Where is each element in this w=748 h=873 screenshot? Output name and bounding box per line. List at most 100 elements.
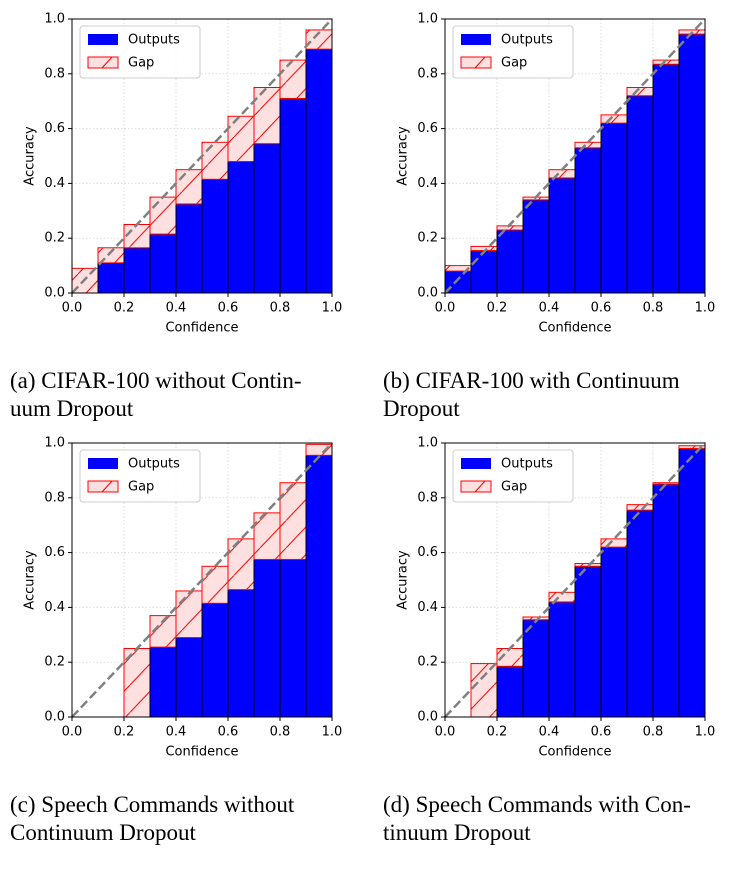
output-bar	[522, 619, 550, 718]
gap-hatch	[124, 648, 150, 717]
output-bar	[678, 447, 706, 718]
x-tick-label: 0.0	[435, 301, 456, 316]
y-axis-label: Accuracy	[23, 126, 38, 186]
y-axis-label: Accuracy	[396, 126, 411, 186]
y-tick-label: 0.6	[44, 121, 65, 136]
x-tick-label: 0.8	[270, 301, 291, 316]
gap-hatch	[306, 444, 332, 456]
gap-hatch	[549, 169, 575, 178]
legend-swatch	[88, 458, 118, 469]
x-tick-label: 0.2	[114, 301, 135, 316]
output-bar	[522, 199, 550, 294]
x-tick-label: 0.8	[643, 301, 664, 316]
gap-hatch	[176, 169, 202, 204]
output-bar	[678, 33, 706, 294]
caption: (b) CIFAR-100 with Continuum	[383, 368, 680, 393]
output-bar	[548, 601, 576, 718]
output-bar	[600, 122, 628, 294]
x-tick-label: 0.6	[591, 301, 612, 316]
legend-label: Outputs	[128, 457, 180, 472]
x-tick-label: 1.0	[322, 725, 343, 740]
axes-frame	[71, 18, 333, 294]
y-tick-label: 0.2	[44, 655, 65, 670]
caption: tinuum Dropout	[383, 820, 531, 845]
gap-hatch	[202, 142, 228, 180]
output-bar	[652, 63, 680, 294]
output-bar	[305, 48, 333, 294]
legend-swatch	[87, 480, 119, 493]
y-tick-label: 0.8	[44, 66, 65, 81]
y-tick-label: 0.0	[417, 710, 438, 725]
caption: uum Dropout	[10, 396, 134, 421]
x-tick-label: 0.6	[218, 301, 239, 316]
gap-hatch	[254, 512, 280, 560]
x-tick-label: 0.2	[487, 301, 508, 316]
gap-hatch	[653, 482, 679, 485]
gap-hatch	[549, 592, 575, 602]
perfect-calibration	[71, 442, 333, 718]
y-tick-label: 0.4	[417, 600, 438, 615]
y-tick-label: 0.4	[417, 176, 438, 191]
gap-hatch	[601, 538, 627, 548]
x-tick-label: 0.2	[114, 725, 135, 740]
output-bar	[470, 250, 498, 294]
output-bar	[574, 565, 602, 718]
y-tick-label: 0.8	[417, 66, 438, 81]
legend-swatch	[87, 56, 119, 69]
gap-hatch	[228, 116, 254, 162]
x-tick-label: 0.4	[166, 301, 187, 316]
y-axis-label: Accuracy	[23, 550, 38, 610]
perfect-calibration	[71, 18, 333, 294]
output-bar	[574, 147, 602, 294]
gap-hatch	[228, 538, 254, 590]
legend-label: Outputs	[501, 457, 553, 472]
legend-hatch	[474, 56, 486, 69]
y-tick-label: 0.2	[44, 231, 65, 246]
x-tick-label: 1.0	[322, 301, 343, 316]
x-tick-label: 0.8	[270, 725, 291, 740]
gap-hatch	[176, 590, 202, 638]
y-tick-label: 0.4	[44, 600, 65, 615]
y-tick-label: 0.6	[44, 545, 65, 560]
y-tick-label: 0.6	[417, 121, 438, 136]
legend-label: Outputs	[501, 33, 553, 48]
y-tick-label: 1.0	[417, 12, 438, 27]
x-tick-label: 0.4	[166, 725, 187, 740]
panel: 0.0 0.2 0.4 0.6 0.8 1.0 0.0 0.2 0.4 0.6 0.8 1.0 Conf…	[10, 12, 342, 422]
y-tick-label: 0.0	[417, 286, 438, 301]
y-tick-label: 0.8	[417, 490, 438, 505]
x-tick-label: 0.8	[643, 725, 664, 740]
y-tick-label: 1.0	[417, 436, 438, 451]
legend-label: Gap	[128, 56, 154, 71]
legend-swatch	[461, 34, 491, 45]
gap-hatch	[280, 60, 306, 99]
caption: (a) CIFAR-100 without Contin-	[10, 368, 302, 393]
output-bar	[149, 646, 177, 718]
x-tick-label: 0.4	[539, 301, 560, 316]
legend-hatch	[101, 480, 113, 493]
panel: 0.0 0.2 0.4 0.6 0.8 1.0 0.0 0.2 0.4 0.6 0.8 1.0 Conf…	[10, 436, 342, 846]
legend-label: Outputs	[128, 33, 180, 48]
legend-swatch	[460, 56, 492, 69]
output-bar	[279, 97, 307, 294]
gap-hatch	[124, 224, 150, 248]
legend-label: Gap	[128, 480, 154, 495]
gap-hatch	[150, 197, 176, 235]
perfect-calibration	[444, 18, 706, 294]
output-bar	[626, 95, 654, 294]
gap-hatch	[497, 648, 523, 667]
gap-hatch	[523, 616, 549, 620]
caption: Dropout	[383, 396, 460, 421]
x-axis-label: Confidence	[165, 745, 238, 760]
output-bar	[626, 509, 654, 718]
output-bar	[279, 558, 307, 718]
perfect-calibration	[444, 442, 706, 718]
y-tick-label: 0.0	[44, 286, 65, 301]
output-bar	[253, 558, 281, 718]
output-bar	[652, 483, 680, 718]
output-bar	[175, 203, 203, 294]
legend-swatch	[460, 480, 492, 493]
output-bar	[227, 160, 255, 294]
x-axis-label: Confidence	[538, 321, 611, 336]
gap-hatch	[254, 87, 280, 144]
